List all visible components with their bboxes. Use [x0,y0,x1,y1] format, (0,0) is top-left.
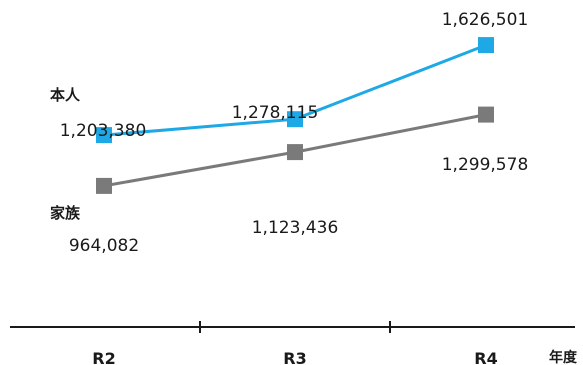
data-point-honnin-r4 [478,37,494,54]
data-point-honnin-r3 [287,111,303,128]
series-kazoku [96,106,494,194]
data-label-kazoku-r4: 1,299,578 [442,155,529,175]
data-label-kazoku-r2: 964,082 [69,236,139,256]
data-label-kazoku-r3: 1,123,436 [252,218,339,238]
data-point-kazoku-r4 [478,106,494,123]
x-tick-label-r4: R4 [474,349,497,365]
data-label-honnin-r3: 1,278,115 [232,103,319,123]
series-honnin [96,37,494,144]
series-name-honnin: 本人 [50,86,81,104]
x-axis-label: 年度 [549,349,578,365]
data-point-honnin-r2 [96,127,112,144]
data-point-kazoku-r3 [287,144,303,161]
data-point-kazoku-r2 [96,177,112,194]
data-label-honnin-r4: 1,626,501 [442,10,529,30]
data-label-honnin-r2: 1,203,380 [60,121,147,141]
series-name-kazoku: 家族 [50,204,81,222]
x-tick-label-r3: R3 [283,349,306,365]
x-tick-label-r2: R2 [92,349,115,365]
